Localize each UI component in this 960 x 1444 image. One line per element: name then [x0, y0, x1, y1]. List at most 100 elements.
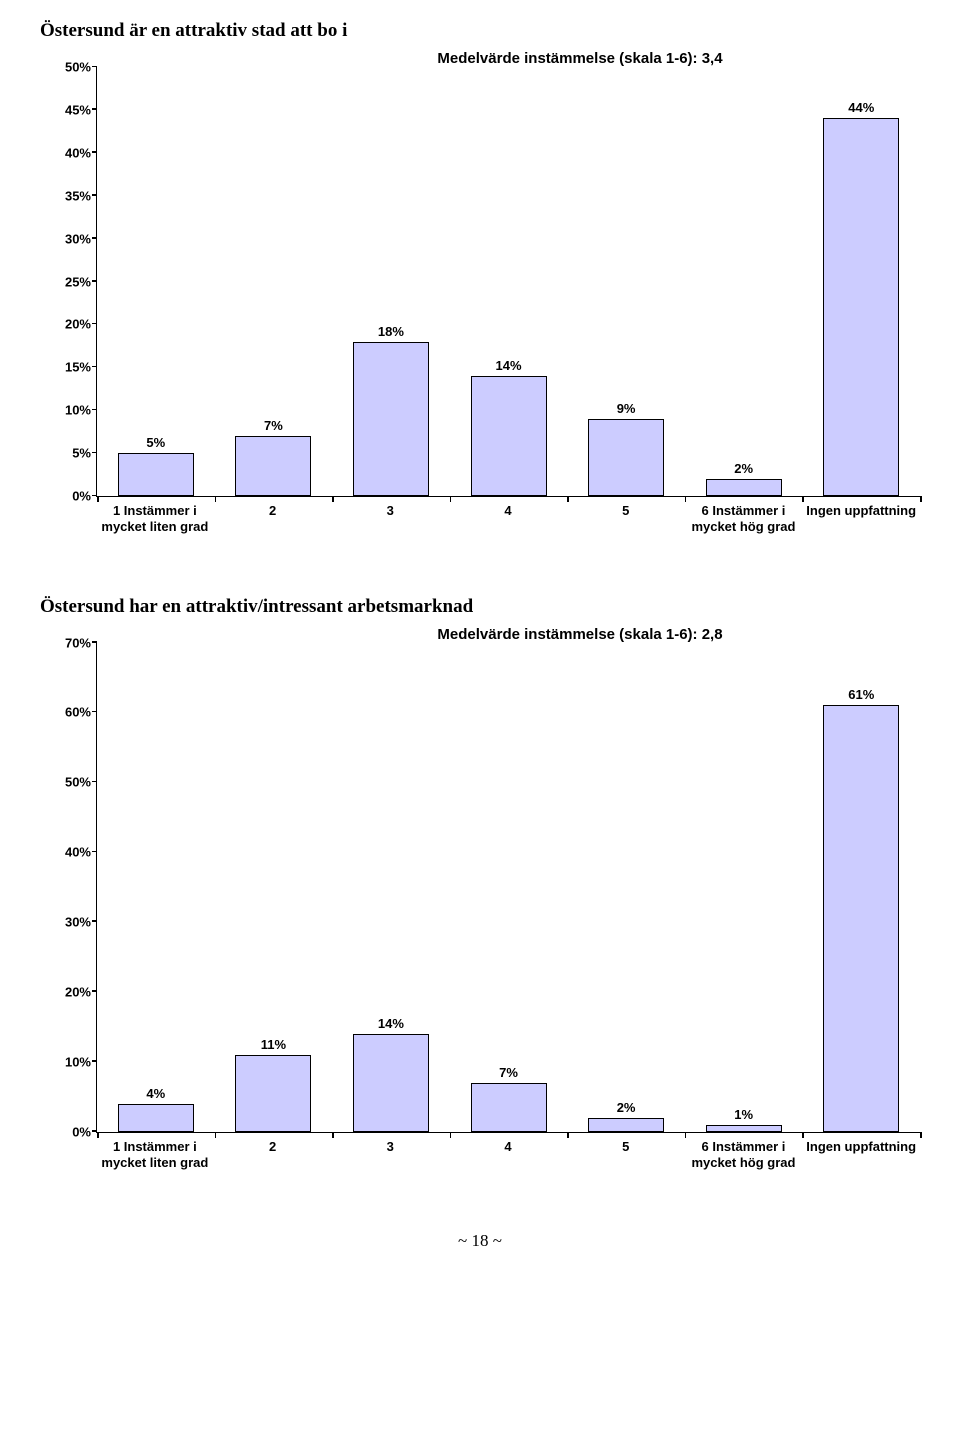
- bar: [471, 376, 547, 496]
- x-axis-label: 1 Instämmer i mycket liten grad: [96, 1133, 214, 1172]
- y-axis-label: 50%: [41, 60, 91, 75]
- bar-value-label: 18%: [378, 324, 404, 339]
- bar: [706, 479, 782, 496]
- chart-2-plot: 0%10%20%30%40%50%60%70% 4%11%14%7%2%1%61…: [96, 643, 920, 1133]
- bar-slot: 4%: [97, 643, 215, 1132]
- y-axis-label: 15%: [41, 360, 91, 375]
- chart-1-plot: 0%5%10%15%20%25%30%35%40%45%50% 5%7%18%1…: [96, 67, 920, 497]
- x-axis-tick: [215, 1132, 217, 1138]
- x-axis-label: 2: [214, 497, 332, 536]
- bar-value-label: 44%: [848, 100, 874, 115]
- y-axis-label: 10%: [41, 403, 91, 418]
- x-axis-tick: [567, 1132, 569, 1138]
- x-axis-tick: [685, 1132, 687, 1138]
- y-axis-label: 30%: [41, 231, 91, 246]
- y-axis-label: 20%: [41, 984, 91, 999]
- y-axis-label: 35%: [41, 188, 91, 203]
- x-axis-label: 5: [567, 1133, 685, 1172]
- bar: [353, 1034, 429, 1132]
- y-axis-tick: [92, 66, 97, 68]
- bar-slot: 44%: [802, 67, 920, 496]
- y-axis-label: 40%: [41, 145, 91, 160]
- bar-slot: 14%: [332, 643, 450, 1132]
- bar-slot: 61%: [802, 643, 920, 1132]
- bar-value-label: 2%: [617, 1100, 636, 1115]
- bar: [118, 1104, 194, 1132]
- y-axis-tick: [92, 323, 97, 325]
- x-axis-label: 2: [214, 1133, 332, 1172]
- x-axis-label: 6 Instämmer i mycket hög grad: [685, 1133, 803, 1172]
- y-axis-tick: [92, 280, 97, 282]
- chart-1-subtitle: Medelvärde instämmelse (skala 1-6): 3,4: [40, 50, 920, 67]
- y-axis-label: 0%: [41, 489, 91, 504]
- x-axis-tick: [332, 1132, 334, 1138]
- bar-value-label: 14%: [496, 358, 522, 373]
- bar-value-label: 5%: [146, 435, 165, 450]
- chart-1-bars: 5% 7% 18% 14% 9% 2% 44%: [97, 67, 920, 496]
- y-axis-label: 5%: [41, 446, 91, 461]
- x-axis-label: 5: [567, 497, 685, 536]
- x-axis-tick: [685, 496, 687, 502]
- bar-slot: 5%: [97, 67, 215, 496]
- x-axis-tick: [802, 496, 804, 502]
- y-axis-tick: [92, 641, 97, 643]
- bar: [471, 1083, 547, 1132]
- y-axis-label: 0%: [41, 1124, 91, 1139]
- chart-2-x-labels: 1 Instämmer i mycket liten grad23456 Ins…: [96, 1133, 920, 1172]
- y-axis-tick: [92, 409, 97, 411]
- bar-slot: 14%: [450, 67, 568, 496]
- y-axis-label: 30%: [41, 914, 91, 929]
- x-axis-tick: [97, 1132, 99, 1138]
- bar: [706, 1125, 782, 1132]
- x-axis-tick: [97, 496, 99, 502]
- chart-2-subtitle: Medelvärde instämmelse (skala 1-6): 2,8: [40, 626, 920, 643]
- chart-2-area: 0%10%20%30%40%50%60%70% 4%11%14%7%2%1%61…: [40, 643, 920, 1172]
- bar-slot: 7%: [215, 67, 333, 496]
- bar: [823, 705, 899, 1131]
- chart-1-area: 0%5%10%15%20%25%30%35%40%45%50% 5%7%18%1…: [40, 67, 920, 536]
- bar-slot: 11%: [215, 643, 333, 1132]
- x-axis-tick: [215, 496, 217, 502]
- y-axis-tick: [92, 1060, 97, 1062]
- x-axis-tick: [802, 1132, 804, 1138]
- x-axis-tick: [450, 496, 452, 502]
- bar: [235, 1055, 311, 1132]
- y-axis-label: 70%: [41, 635, 91, 650]
- x-axis-label: 4: [449, 497, 567, 536]
- x-axis-tick: [920, 496, 922, 502]
- x-axis-tick: [567, 496, 569, 502]
- chart-1-title: Östersund är en attraktiv stad att bo i: [40, 20, 920, 42]
- bar-slot: 9%: [567, 67, 685, 496]
- y-axis-tick: [92, 366, 97, 368]
- bar-slot: 2%: [685, 67, 803, 496]
- bar-value-label: 11%: [261, 1037, 286, 1052]
- bar-value-label: 61%: [848, 687, 874, 702]
- bar-slot: 2%: [567, 643, 685, 1132]
- y-axis-label: 25%: [41, 274, 91, 289]
- x-axis-tick: [332, 496, 334, 502]
- bar-value-label: 14%: [378, 1016, 404, 1031]
- bar: [588, 1118, 664, 1132]
- bar: [823, 118, 899, 496]
- bar-value-label: 9%: [617, 401, 636, 416]
- x-axis-label: 3: [331, 497, 449, 536]
- x-axis-label: 6 Instämmer i mycket hög grad: [685, 497, 803, 536]
- document-page: Östersund är en attraktiv stad att bo i …: [0, 0, 960, 1281]
- chart-1: Östersund är en attraktiv stad att bo i …: [40, 20, 920, 536]
- bar: [353, 342, 429, 496]
- y-axis-tick: [92, 237, 97, 239]
- chart-2: Östersund har en attraktiv/intressant ar…: [40, 596, 920, 1172]
- y-axis-label: 40%: [41, 845, 91, 860]
- y-axis-tick: [92, 151, 97, 153]
- y-axis-tick: [92, 920, 97, 922]
- x-axis-tick: [450, 1132, 452, 1138]
- y-axis-tick: [92, 781, 97, 783]
- bar-value-label: 7%: [264, 418, 283, 433]
- y-axis-label: 20%: [41, 317, 91, 332]
- y-axis-tick: [92, 194, 97, 196]
- y-axis-tick: [92, 452, 97, 454]
- x-axis-label: 1 Instämmer i mycket liten grad: [96, 497, 214, 536]
- y-axis-label: 10%: [41, 1054, 91, 1069]
- bar-value-label: 2%: [734, 461, 753, 476]
- y-axis-tick: [92, 990, 97, 992]
